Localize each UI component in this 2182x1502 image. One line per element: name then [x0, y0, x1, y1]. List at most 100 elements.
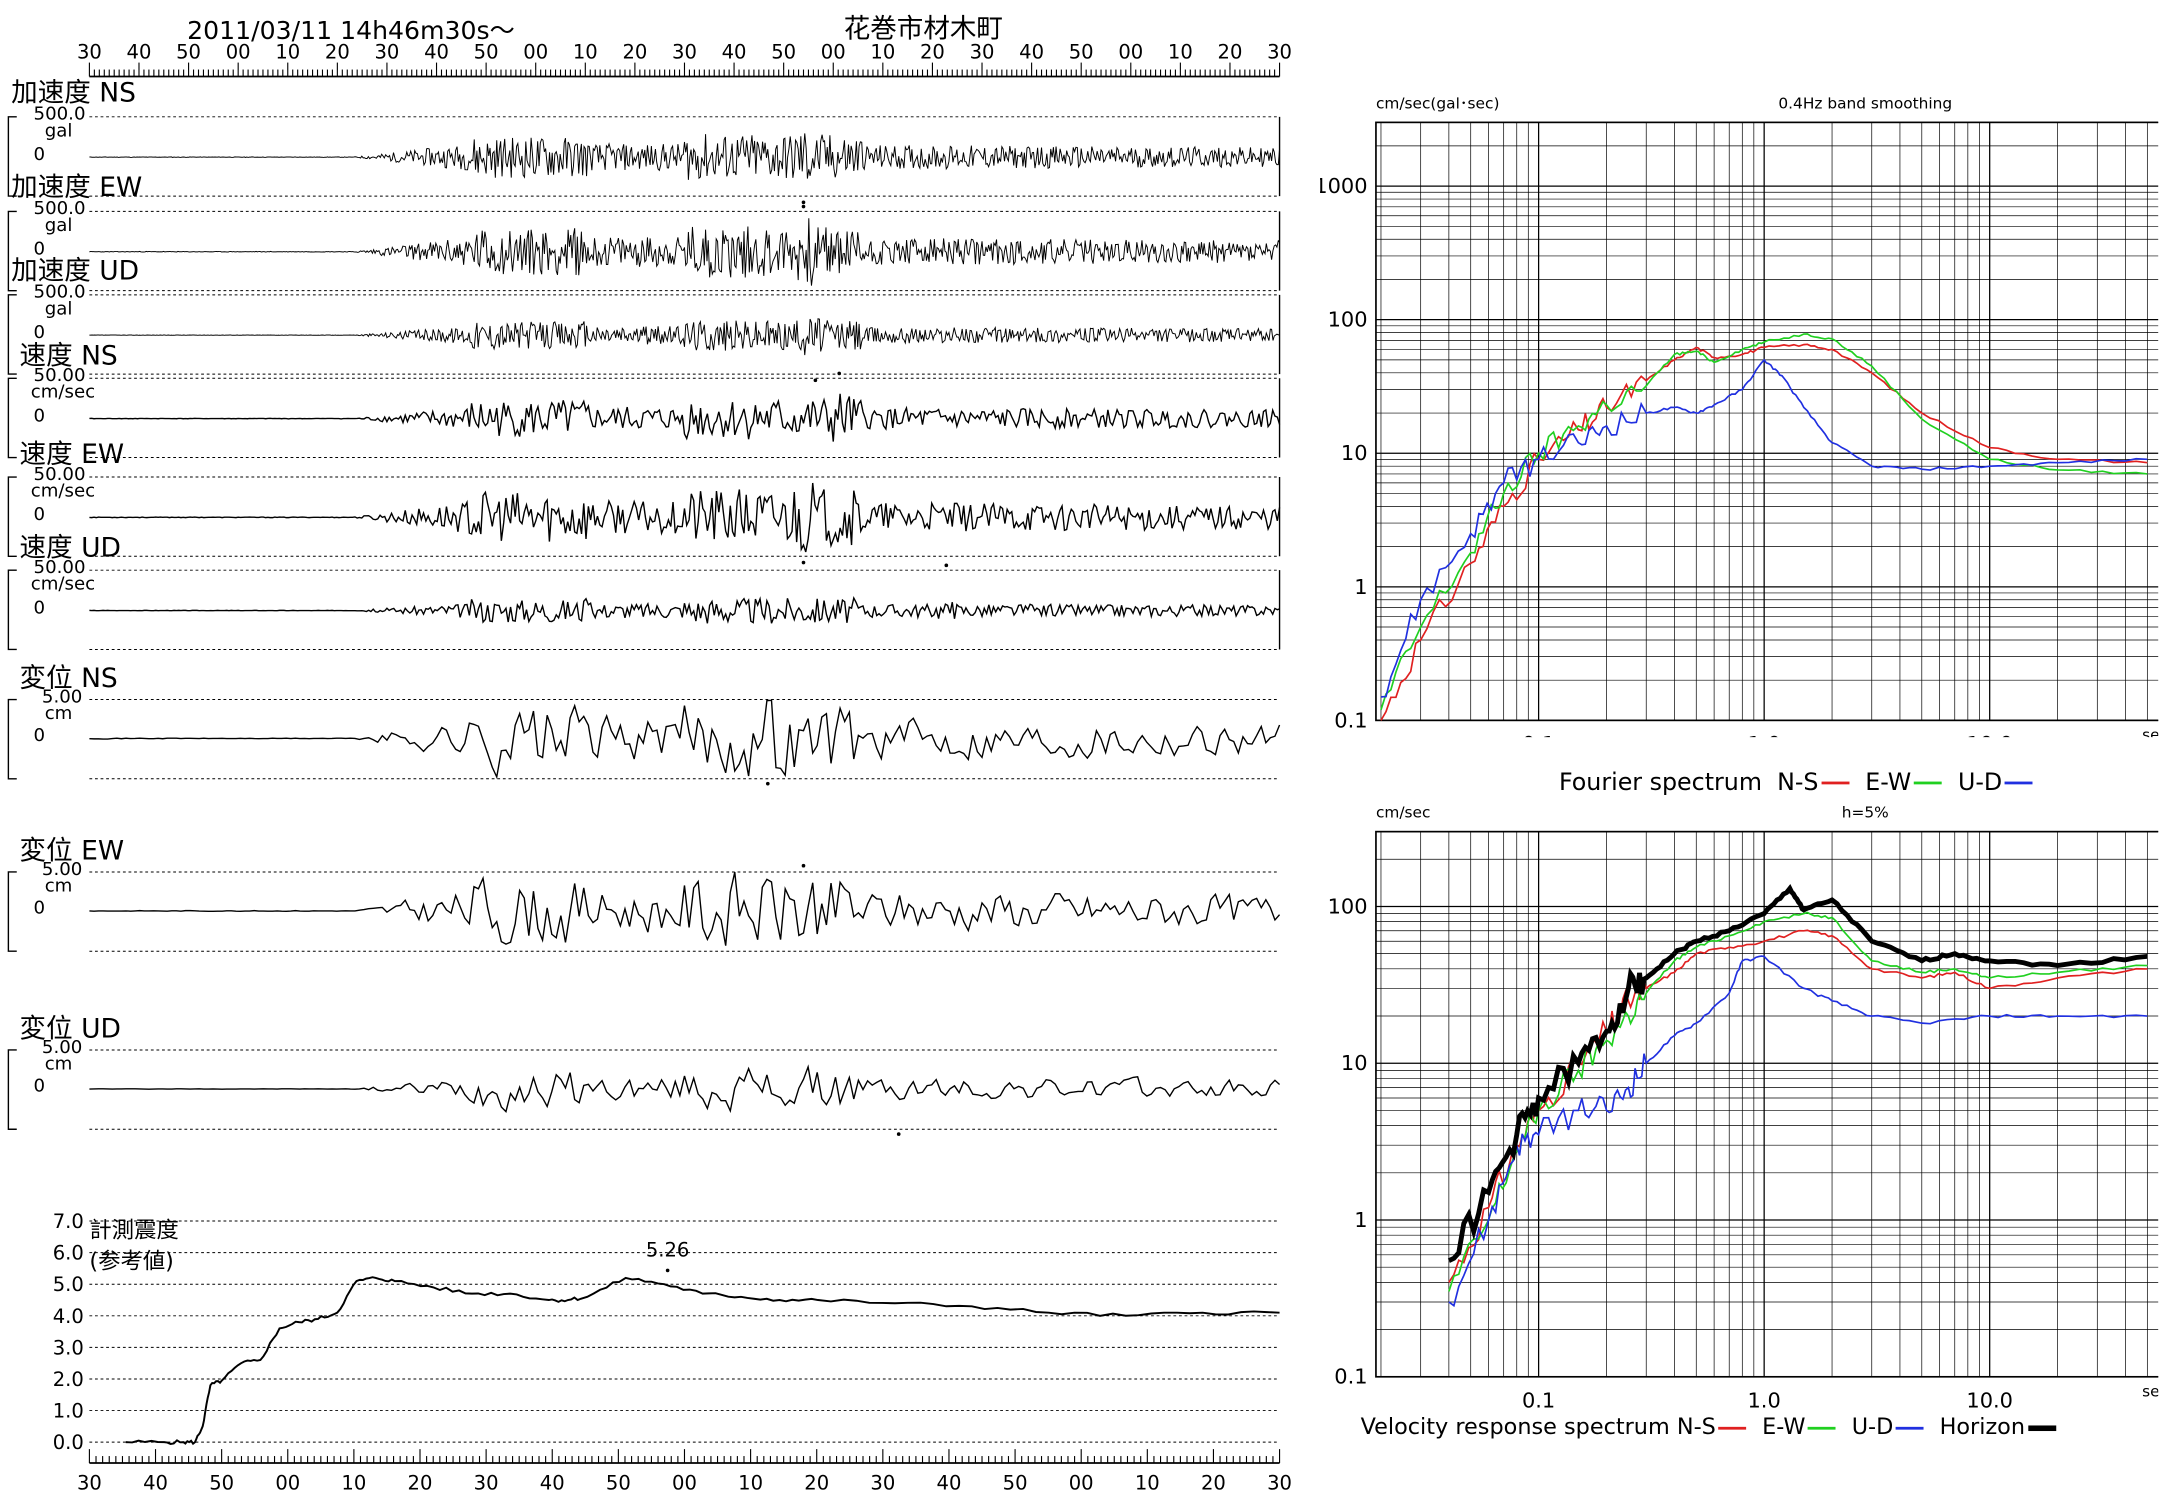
- peak-marker: [801, 204, 806, 209]
- fourier-legend-ud: U-D: [1957, 769, 2003, 797]
- trace-title: 加速度 EW: [11, 172, 143, 204]
- trace-scale-label: 50.00: [33, 557, 86, 579]
- top-time-label: 30: [374, 40, 399, 63]
- top-time-label: 50: [474, 40, 499, 63]
- trace-zero-label: 0: [33, 725, 46, 747]
- top-time-label: 10: [573, 40, 598, 63]
- intensity-chart: 7.0 6.0 5.0 4.0 3.0 2.0 1.0 0.0 30 40 50 00 10 20 30 40…: [53, 1210, 1292, 1494]
- fourier-legend: Fourier spectrum N-S E-W U-D: [1559, 769, 2041, 797]
- series-e-w: [1380, 333, 2148, 711]
- trace-zero-label: 0: [33, 504, 46, 526]
- top-time-label: 10: [275, 40, 300, 63]
- bottom-time-label: 30: [1267, 1471, 1292, 1494]
- bottom-time-label: 00: [1069, 1471, 1094, 1494]
- top-time-label: 00: [226, 40, 251, 63]
- event-datetime: 2011/03/11 14h46m30s〜: [187, 16, 515, 46]
- trace-title: 変位 EW: [19, 835, 125, 867]
- ns-swatch: [1821, 781, 1850, 785]
- bottom-time-label: 10: [738, 1471, 763, 1494]
- ud-swatch: [1896, 1426, 1925, 1429]
- trace-scale-label: 5.00: [41, 1037, 83, 1059]
- trace-dis_ud: [7, 1049, 1281, 1136]
- trace-unit: gal: [44, 120, 73, 142]
- series-horizon: [1447, 884, 2148, 1263]
- scale-bracket: [7, 871, 17, 952]
- bottom-time-label: 40: [540, 1471, 565, 1494]
- intensity-peak-label: 5.26: [646, 1239, 690, 1262]
- waveform-dis_ns: [89, 699, 1281, 780]
- trace-zero-label: 0: [33, 144, 46, 166]
- trace-title: 速度 NS: [19, 340, 118, 372]
- trace-unit: cm: [44, 703, 73, 725]
- series-n-s: [1448, 929, 2148, 1283]
- bottom-time-label: 30: [474, 1471, 499, 1494]
- x-tick-label: 10.0: [1966, 1388, 2013, 1412]
- bottom-time-label: 10: [1135, 1471, 1160, 1494]
- trace-acc_ns: [7, 116, 1281, 205]
- y-axis-unit: cm/sec: [1376, 804, 1430, 822]
- top-time-label: 20: [325, 40, 350, 63]
- x-axis-unit: sec: [2142, 726, 2158, 737]
- trace-dis_ns: [7, 698, 1281, 786]
- trace-title: 加速度 UD: [11, 255, 140, 287]
- top-time-label: 30: [1267, 40, 1292, 63]
- top-time-label: 00: [821, 40, 846, 63]
- waveform-vel_ns: [89, 393, 1281, 442]
- waveform-acc_ew: [89, 218, 1280, 286]
- trace-scale-label: 5.00: [41, 859, 83, 881]
- intensity-line: [125, 1276, 1280, 1446]
- trace-zero-label: 0: [33, 898, 46, 920]
- waveform-dis_ew: [89, 871, 1281, 946]
- trace-scale-label: 500.0: [33, 198, 86, 220]
- y-tick-label: 10: [1341, 441, 1368, 465]
- scale-bracket: [7, 1049, 17, 1130]
- waveform-panel: 30 40 50 00 10 20 30 40 50 00 10 20 30 40 50 00 10 20 30 40…: [7, 40, 1292, 1494]
- trace-title: 加速度 NS: [11, 77, 136, 109]
- fourier-legend-ns: N-S: [1777, 769, 1819, 797]
- trace-vel_ud: [7, 563, 1281, 651]
- top-time-label: 30: [77, 40, 102, 63]
- bottom-time-label: 50: [606, 1471, 631, 1494]
- x-tick-label: 0.1: [1522, 732, 1555, 737]
- bottom-time-label: 10: [341, 1471, 366, 1494]
- scale-bracket: [7, 698, 17, 780]
- peak-marker: [813, 378, 818, 383]
- trace-dis_ew: [7, 863, 1281, 952]
- trace-title: 変位 NS: [19, 663, 118, 694]
- x-tick-label: 1.0: [1747, 732, 1780, 737]
- trace-zero-label: 0: [33, 322, 46, 344]
- bottom-time-label: 50: [1003, 1471, 1028, 1494]
- top-time-label: 10: [1168, 40, 1193, 63]
- bottom-time-label: 40: [937, 1471, 962, 1494]
- fourier-legend-title: Fourier spectrum: [1558, 769, 1762, 797]
- peak-marker: [944, 563, 949, 568]
- ew-swatch: [1914, 781, 1943, 785]
- trace-scale-label: 50.00: [33, 464, 86, 486]
- x-tick-label: 0.1: [1522, 1388, 1555, 1412]
- trace-unit: gal: [44, 215, 73, 237]
- station-name: 花巻市材木町: [843, 13, 1003, 45]
- bottom-time-label: 50: [209, 1471, 234, 1494]
- intensity-y-label: 1.0: [53, 1400, 84, 1423]
- trace-zero-label: 0: [33, 598, 46, 619]
- ud-swatch: [2004, 781, 2033, 785]
- trace-unit: cm/sec: [30, 574, 96, 596]
- trace-title: 速度 UD: [19, 532, 121, 564]
- y-tick-label: 1: [1354, 1208, 1367, 1232]
- waveform-acc_ns: [89, 133, 1281, 180]
- y-tick-label: 1: [1354, 575, 1367, 599]
- trace-scale-label: 500.0: [33, 104, 86, 126]
- bottom-time-label: 30: [870, 1471, 895, 1494]
- x-tick-label: 1.0: [1747, 1388, 1780, 1412]
- top-time-label: 00: [1118, 40, 1143, 63]
- plot-frame: [1375, 830, 2159, 1378]
- top-time-label: 40: [1019, 40, 1044, 63]
- trace-unit: cm: [44, 876, 73, 898]
- velocity-legend-ns: N-S: [1676, 1412, 1716, 1440]
- scale-bracket: [7, 476, 17, 557]
- ew-swatch: [1808, 1426, 1837, 1429]
- ns-swatch: [1718, 1426, 1747, 1429]
- chart-note: 0.4Hz band smoothing: [1778, 97, 1952, 112]
